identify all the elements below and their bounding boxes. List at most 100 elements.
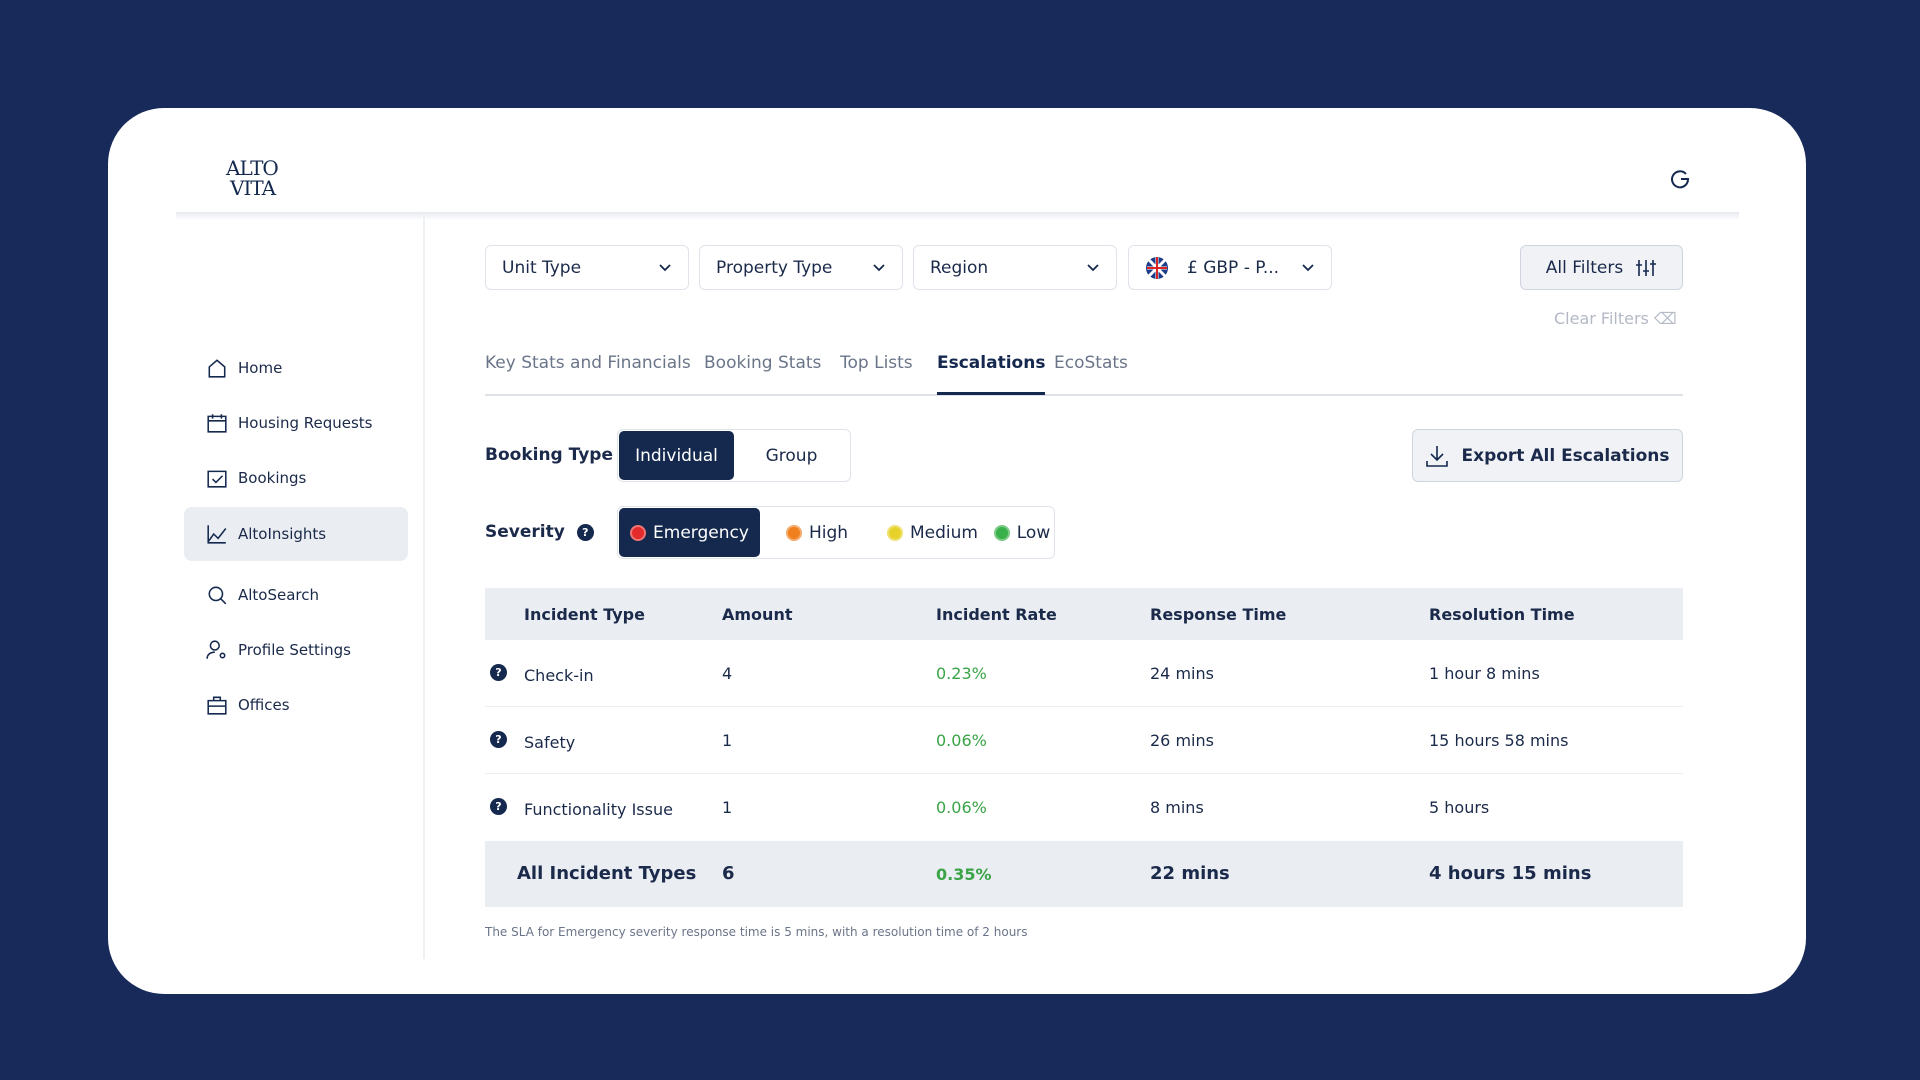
- filter-dropdown[interactable]: Unit Type: [485, 245, 689, 290]
- tab[interactable]: Top Lists: [840, 353, 913, 373]
- nav-label: Housing Requests: [238, 414, 373, 432]
- nav-item[interactable]: Home: [184, 341, 408, 395]
- table-cell: 0.06%: [936, 798, 987, 817]
- column-header: Amount: [722, 605, 793, 624]
- table-cell: 24 mins: [1150, 664, 1214, 683]
- tab[interactable]: Key Stats and Financials: [485, 353, 691, 373]
- nav-item[interactable]: AltoInsights: [184, 507, 408, 561]
- severity-dot: [993, 524, 1010, 541]
- table-cell: Check-in: [524, 666, 594, 685]
- severity-option[interactable]: High: [760, 508, 874, 557]
- severity-option[interactable]: Medium: [874, 508, 991, 557]
- app-card: ALTO VITA Home Housing Requests Bookings Al…: [108, 108, 1806, 994]
- nav-item[interactable]: Profile Settings: [184, 623, 408, 677]
- nav-label: Offices: [238, 696, 290, 714]
- column-header: Incident Rate: [936, 605, 1057, 624]
- tab[interactable]: Booking Stats: [704, 353, 822, 373]
- filter-text: Unit Type: [502, 257, 582, 278]
- severity-label: Low: [1016, 522, 1051, 543]
- nav-label: Bookings: [238, 469, 307, 487]
- info-icon: ?: [490, 664, 507, 681]
- table-cell: Functionality Issue: [524, 800, 673, 819]
- severity-toggle: Emergency High Medium Low: [617, 506, 1055, 559]
- total-cell: 0.35%: [936, 865, 992, 884]
- all-filters-button[interactable]: All Filters: [1520, 245, 1683, 290]
- clear-filters[interactable]: Clear Filters ⌫: [1554, 309, 1677, 328]
- total-cell: 6: [722, 863, 735, 884]
- nav-label: AltoInsights: [238, 525, 327, 543]
- tab-underline: [937, 392, 1046, 395]
- filter-text: Region: [930, 257, 989, 278]
- table-cell: 1 hour 8 mins: [1429, 664, 1540, 683]
- filter-dropdown[interactable]: Property Type: [699, 245, 903, 290]
- table-cell: 0.23%: [936, 664, 987, 683]
- total-row: All Incident Types 6 0.35% 22 mins 4 hours 1…: [485, 841, 1683, 907]
- field-label: Booking Type: [485, 445, 613, 465]
- nav-item[interactable]: AltoSearch: [184, 568, 408, 622]
- nav-item[interactable]: Offices: [184, 678, 408, 732]
- filter-label: £ GBP - P...: [1145, 256, 1279, 280]
- column-header: Resolution Time: [1429, 605, 1575, 624]
- severity-dot: [785, 524, 802, 541]
- header-divider: [176, 212, 1739, 220]
- info-icon: ?: [490, 731, 507, 748]
- nav-item[interactable]: Bookings: [184, 451, 408, 505]
- nav-item[interactable]: Housing Requests: [184, 396, 408, 450]
- logo-line: ALTO: [226, 156, 279, 180]
- severity-label: Severity?: [485, 522, 594, 542]
- total-cell: All Incident Types: [517, 863, 697, 884]
- tab[interactable]: EcoStats: [1054, 353, 1128, 373]
- severity-option[interactable]: Emergency: [619, 508, 760, 557]
- filter-text: £ GBP - P...: [1187, 257, 1280, 278]
- filter-label: Unit Type: [502, 258, 581, 278]
- table-cell: 1: [722, 798, 733, 817]
- filter-label: Region: [930, 258, 988, 278]
- booking-type-toggle: Individual Group: [617, 429, 851, 482]
- table-cell: Safety: [524, 733, 576, 752]
- tab[interactable]: Escalations: [937, 353, 1046, 395]
- sidebar: Home Housing Requests Bookings AltoInsights…: [176, 212, 425, 959]
- logo: ALTO VITA: [226, 156, 279, 200]
- info-icon: ?: [490, 798, 507, 815]
- logo-line: VITA: [230, 176, 276, 200]
- table-header: Incident Type Amount Incident Rate Response…: [485, 588, 1683, 640]
- filter-dropdown[interactable]: £ GBP - P...: [1128, 245, 1332, 290]
- severity-label: Emergency: [653, 522, 749, 543]
- table-cell: 4: [722, 664, 733, 683]
- link-label: Clear Filters: [1554, 309, 1649, 328]
- incident-table: Incident Type Amount Incident Rate Response…: [485, 588, 1683, 907]
- toggle-option[interactable]: Group: [765, 445, 818, 466]
- table-cell: 26 mins: [1150, 731, 1214, 750]
- export-button[interactable]: Export All Escalations: [1412, 429, 1683, 482]
- column-header: Response Time: [1150, 605, 1287, 624]
- tab-divider: [485, 394, 1683, 396]
- table-cell: 0.06%: [936, 731, 987, 750]
- severity-label: Medium: [910, 522, 978, 543]
- toggle-option[interactable]: Individual: [619, 431, 734, 480]
- nav-label: Profile Settings: [238, 641, 351, 659]
- nav-label: Home: [238, 359, 283, 377]
- field-label: Severity: [485, 522, 565, 542]
- total-cell: 22 mins: [1150, 863, 1230, 884]
- table-row: ? Functionality Issue 1 0.06% 8 mins 5 hours: [485, 774, 1683, 841]
- refresh-icon[interactable]: [1669, 168, 1691, 190]
- footnote: The SLA for Emergency severity response …: [485, 925, 1028, 939]
- column-header: Incident Type: [524, 605, 645, 624]
- filter-label: Property Type: [716, 258, 832, 278]
- table-cell: 1: [722, 731, 733, 750]
- table-row: ? Safety 1 0.06% 26 mins 15 hours 58 mins: [485, 707, 1683, 774]
- filter-dropdown[interactable]: Region: [913, 245, 1117, 290]
- severity-label: High: [808, 522, 849, 543]
- nav-label: AltoSearch: [238, 586, 320, 604]
- total-cell: 4 hours 15 mins: [1429, 863, 1592, 884]
- severity-option[interactable]: Low: [991, 508, 1053, 557]
- filter-text: Property Type: [716, 257, 833, 278]
- severity-dot: [887, 524, 903, 541]
- table-cell: 5 hours: [1429, 798, 1490, 817]
- button-label: All Filters: [1545, 257, 1624, 278]
- table-cell: 8 mins: [1150, 798, 1204, 817]
- button-label: Export All Escalations: [1461, 445, 1670, 466]
- severity-dot: [630, 524, 647, 541]
- table-cell: 15 hours 58 mins: [1429, 731, 1569, 750]
